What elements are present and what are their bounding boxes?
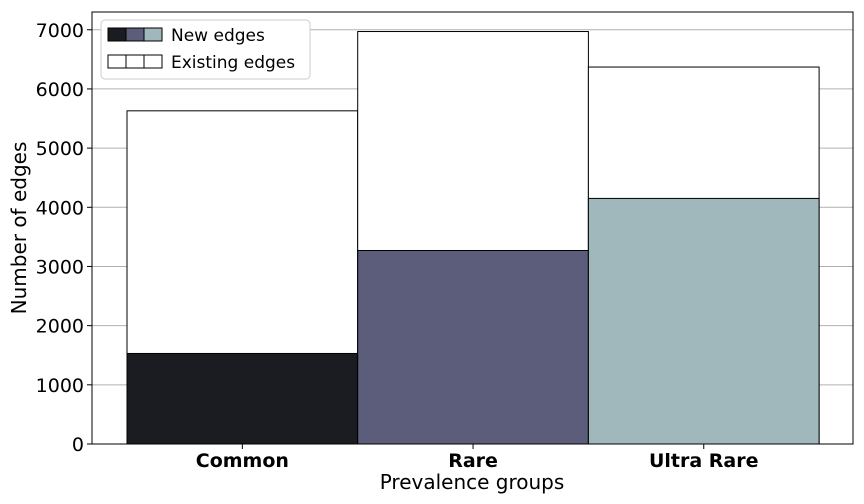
legend-existing-edges-swatch (107, 54, 163, 69)
legend-swatch-segment (125, 54, 145, 69)
bar-new-edges (587, 197, 820, 445)
y-axis-ticks: 0 1000 2000 3000 4000 5000 6000 7000 (36, 20, 92, 456)
legend: New edges Existing edges (100, 19, 311, 80)
y-tick-label: 2000 (36, 316, 84, 338)
bars (126, 31, 820, 445)
legend-swatch-segment (143, 54, 163, 69)
legend-swatch-segment (125, 27, 145, 42)
legend-existing-edges-label: Existing edges (171, 53, 295, 73)
y-tick-label: 7000 (36, 20, 84, 42)
bar-new-edges (126, 352, 359, 445)
legend-swatch-segment (143, 27, 163, 42)
x-axis-title: Prevalence groups (380, 470, 565, 494)
y-tick-label: 1000 (36, 375, 84, 397)
legend-swatch-segment (107, 27, 127, 42)
y-tick-label: 4000 (36, 197, 84, 219)
y-tick-label: 3000 (36, 256, 84, 278)
y-axis-title: Number of edges (7, 142, 31, 315)
bar-new-edges (357, 249, 589, 445)
x-axis-ticks: Common Rare Ultra Rare (196, 444, 759, 472)
y-tick-label: 0 (72, 434, 84, 456)
y-tick-label: 6000 (36, 79, 84, 101)
legend-new-edges-label: New edges (171, 26, 265, 46)
y-tick-label: 5000 (36, 138, 84, 160)
legend-swatch-segment (107, 54, 127, 69)
plot-frame (91, 11, 854, 445)
x-tick-label: Ultra Rare (649, 450, 759, 472)
legend-new-edges-swatch (107, 27, 163, 42)
x-tick-label: Common (196, 450, 289, 472)
x-tick-label: Rare (448, 450, 498, 472)
